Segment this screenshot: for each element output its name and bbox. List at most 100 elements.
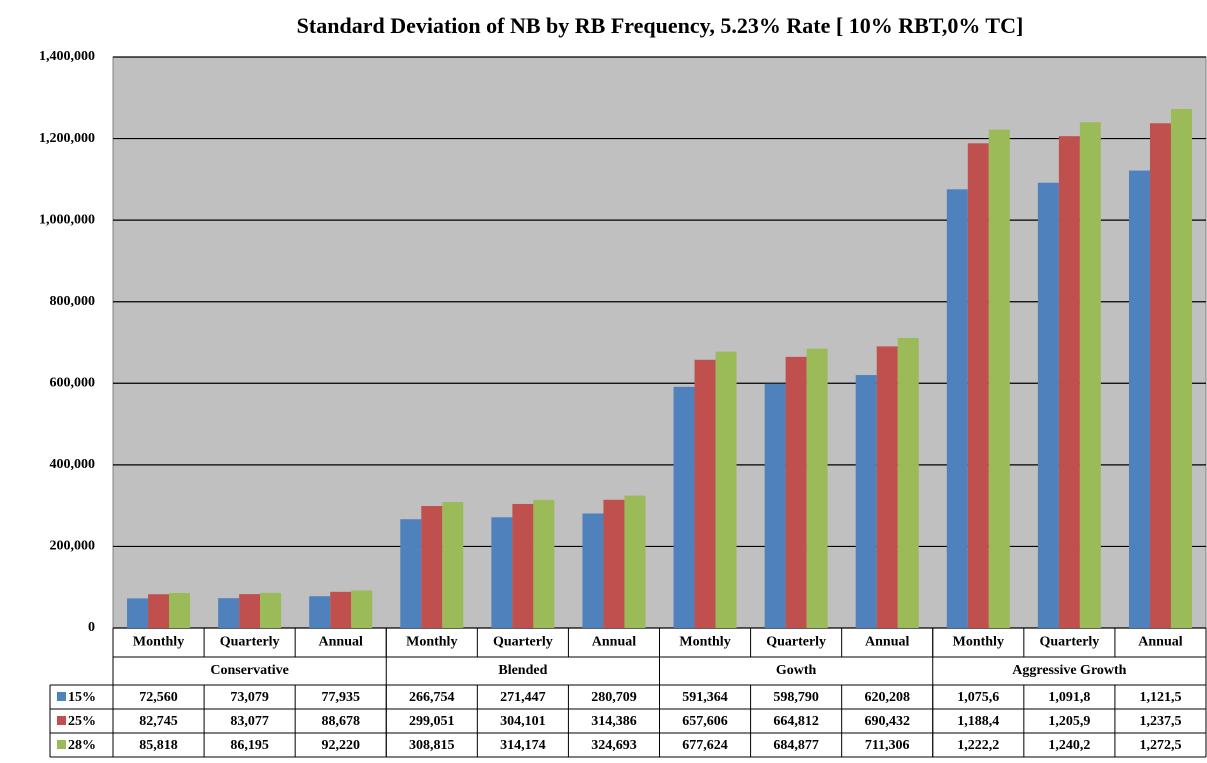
table-value: 1,075,6 xyxy=(957,690,999,705)
legend-swatch xyxy=(57,740,66,749)
bar xyxy=(946,189,968,629)
table-value: 82,745 xyxy=(139,714,178,729)
bar xyxy=(400,519,422,628)
y-tick-label: 200,000 xyxy=(50,539,96,554)
bar xyxy=(855,375,877,628)
x-tick-label: Quarterly xyxy=(493,635,553,650)
group-label: Gowth xyxy=(776,663,817,678)
table-value: 314,386 xyxy=(591,714,637,729)
legend-swatch xyxy=(57,692,66,701)
bar xyxy=(1079,122,1101,628)
y-tick-label: 400,000 xyxy=(50,457,96,472)
table-value: 711,306 xyxy=(865,738,910,753)
table-value: 266,754 xyxy=(409,690,455,705)
bar xyxy=(491,517,513,628)
table-value: 72,560 xyxy=(139,690,178,705)
bar xyxy=(715,351,737,628)
bar xyxy=(1128,170,1150,629)
table-value: 1,205,9 xyxy=(1048,714,1090,729)
table-value: 1,222,2 xyxy=(957,738,999,753)
table-value: 684,877 xyxy=(773,738,819,753)
bar xyxy=(785,356,807,628)
bar xyxy=(876,346,898,628)
table-value: 1,188,4 xyxy=(957,714,999,729)
x-tick-label: Monthly xyxy=(679,635,730,650)
bar xyxy=(988,129,1010,628)
y-tick-label: 800,000 xyxy=(50,294,96,309)
group-label: Aggressive Growth xyxy=(1012,663,1126,678)
chart-title: Standard Deviation of NB by RB Frequency… xyxy=(297,13,1024,38)
bar xyxy=(1058,136,1080,628)
x-tick-label: Quarterly xyxy=(766,635,826,650)
table-value: 88,678 xyxy=(321,714,360,729)
table-value: 324,693 xyxy=(591,738,637,753)
bar xyxy=(673,386,695,628)
bar xyxy=(148,594,170,628)
x-tick-label: Annual xyxy=(319,635,363,650)
y-tick-label: 600,000 xyxy=(50,376,96,391)
y-tick-label: 0 xyxy=(88,620,95,635)
bar xyxy=(442,502,464,628)
table-value: 1,121,5 xyxy=(1139,690,1181,705)
plot-area xyxy=(112,56,1207,629)
table-value: 1,272,5 xyxy=(1139,738,1181,753)
group-label: Conservative xyxy=(210,663,289,678)
table-value: 308,815 xyxy=(409,738,455,753)
bar xyxy=(967,143,989,629)
bar xyxy=(1149,123,1171,628)
bar xyxy=(169,592,191,628)
bar xyxy=(260,592,282,628)
table-value: 664,812 xyxy=(773,714,819,729)
bar xyxy=(351,590,373,628)
bar xyxy=(582,513,604,628)
group-label: Blended xyxy=(498,663,547,678)
bar xyxy=(603,499,625,628)
table-value: 304,101 xyxy=(500,714,546,729)
table-value: 1,091,8 xyxy=(1048,690,1090,705)
legend-label: 25% xyxy=(68,714,96,729)
legend-label: 15% xyxy=(68,690,96,705)
legend-swatch xyxy=(57,716,66,725)
y-tick-label: 1,400,000 xyxy=(39,49,95,64)
x-tick-label: Annual xyxy=(865,635,909,650)
table-value: 77,935 xyxy=(321,690,360,705)
table-value: 314,174 xyxy=(500,738,546,753)
table-value: 690,432 xyxy=(864,714,910,729)
table-value: 591,364 xyxy=(682,690,728,705)
bar xyxy=(694,359,716,628)
table-value: 1,237,5 xyxy=(1139,714,1181,729)
legend-label: 28% xyxy=(68,738,96,753)
bar xyxy=(127,598,149,628)
bar xyxy=(764,383,786,628)
bar xyxy=(1170,109,1192,629)
bar xyxy=(533,499,555,628)
bar xyxy=(624,495,646,628)
x-tick-label: Monthly xyxy=(406,635,457,650)
table-value: 657,606 xyxy=(682,714,728,729)
bar xyxy=(806,348,828,628)
x-tick-label: Quarterly xyxy=(1039,635,1099,650)
bar xyxy=(239,594,261,628)
table-value: 271,447 xyxy=(500,690,546,705)
bar xyxy=(218,598,240,628)
bar xyxy=(421,506,443,628)
bar xyxy=(512,503,534,628)
table-value: 598,790 xyxy=(773,690,819,705)
x-tick-label: Quarterly xyxy=(220,635,280,650)
table-value: 620,208 xyxy=(864,690,910,705)
table-value: 83,077 xyxy=(230,714,269,729)
table-value: 86,195 xyxy=(230,738,269,753)
table-value: 92,220 xyxy=(321,738,360,753)
x-tick-label: Annual xyxy=(592,635,636,650)
table-value: 677,624 xyxy=(682,738,728,753)
table-value: 299,051 xyxy=(409,714,455,729)
table-value: 73,079 xyxy=(230,690,269,705)
bar xyxy=(1037,182,1059,628)
bar xyxy=(309,596,331,628)
y-tick-label: 1,000,000 xyxy=(39,212,95,227)
x-tick-label: Annual xyxy=(1138,635,1182,650)
y-tick-label: 1,200,000 xyxy=(39,131,95,146)
x-tick-label: Monthly xyxy=(953,635,1004,650)
